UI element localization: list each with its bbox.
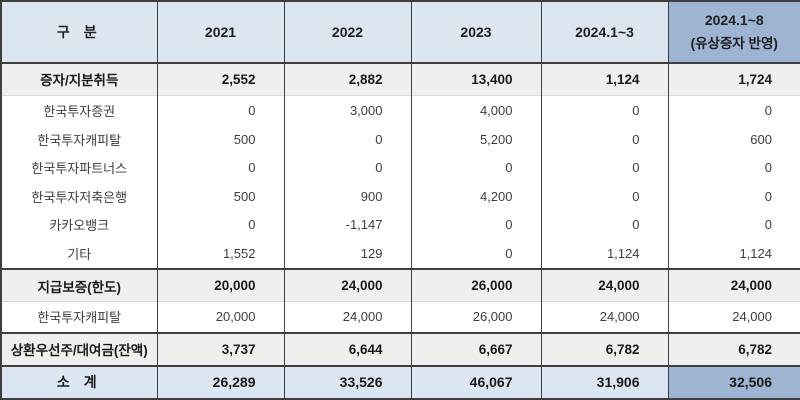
cell-value: 0 <box>667 95 800 125</box>
cell-value: 32,506 <box>667 365 800 399</box>
cell-value: 2,552 <box>156 63 284 96</box>
cell-value: 24,000 <box>540 269 668 302</box>
cell-value: 1,124 <box>667 239 800 270</box>
table-row: 한국투자저축은행 500 900 4,200 0 0 <box>1 182 800 211</box>
cell-value: 33,526 <box>283 365 411 399</box>
row-label: 카카오뱅크 <box>49 218 110 234</box>
table-row: 증자/지분취득 2,552 2,882 13,400 1,124 1,724 <box>1 63 800 96</box>
row-label: 한국투자캐피탈 <box>37 310 122 326</box>
row-label: 기타 <box>67 247 92 263</box>
cell-value: -1,147 <box>283 210 411 240</box>
cell-value: 26,000 <box>410 269 541 302</box>
cell-value: 6,782 <box>667 332 800 366</box>
cell-value: 0 <box>410 210 541 240</box>
row-label: 증자/지분취득 <box>40 73 119 89</box>
header-category: 구 분 <box>1 1 157 64</box>
table-row: 카카오뱅크 0 -1,147 0 0 0 <box>1 210 800 240</box>
cell-value: 0 <box>283 124 411 154</box>
cell-value: 0 <box>410 239 541 270</box>
row-label: 소 계 <box>56 374 102 391</box>
cell-value: 31,906 <box>540 365 668 399</box>
cell-value: 20,000 <box>156 269 284 302</box>
cell-value: 1,124 <box>540 239 668 270</box>
table-row: 상환우선주/대여금(잔액) 3,737 6,644 6,667 6,782 6,782 <box>1 332 800 366</box>
cell-value: 0 <box>156 153 284 183</box>
cell-value: 3,000 <box>283 95 411 125</box>
row-label: 지급보증(한도) <box>37 279 121 295</box>
cell-value: 24,000 <box>667 269 800 302</box>
cell-value: 900 <box>283 182 411 211</box>
header-year-2023: 2023 <box>410 1 541 64</box>
row-label: 한국투자캐피탈 <box>37 132 122 148</box>
cell-value: 1,552 <box>156 239 284 270</box>
cell-value: 0 <box>156 210 284 240</box>
cell-value: 5,200 <box>410 124 541 154</box>
table-row: 소 계 26,289 33,526 46,067 31,906 32,506 <box>1 365 800 399</box>
cell-value: 24,000 <box>667 301 800 333</box>
cell-value: 0 <box>540 182 668 211</box>
cell-value: 0 <box>540 95 668 125</box>
cell-value: 500 <box>156 124 284 154</box>
cell-value: 46,067 <box>410 365 541 399</box>
cell-value: 0 <box>540 153 668 183</box>
cell-value: 1,724 <box>667 63 800 96</box>
cell-value: 6,782 <box>540 332 668 366</box>
header-period-2024-1-3: 2024.1~3 <box>540 1 668 64</box>
cell-value: 26,289 <box>156 365 284 399</box>
cell-value: 1,124 <box>540 63 668 96</box>
cell-value: 24,000 <box>283 269 411 302</box>
header-year-2021: 2021 <box>156 1 284 64</box>
cell-value: 26,000 <box>410 301 541 333</box>
cell-value: 4,000 <box>410 95 541 125</box>
cell-value: 129 <box>283 239 411 270</box>
header-period-2024-1-8: 2024.1~8 (유상증자 반영) <box>667 1 800 64</box>
cell-value: 13,400 <box>410 63 541 96</box>
cell-value: 0 <box>667 182 800 211</box>
cell-value: 0 <box>667 210 800 240</box>
cell-value: 2,882 <box>283 63 411 96</box>
header-period-2024-1-8-line1: 2024.1~8 <box>704 11 764 28</box>
header-period-2024-1-8-line2: (유상증자 반영) <box>690 36 778 52</box>
row-label: 상환우선주/대여금(잔액) <box>10 343 148 359</box>
cell-value: 0 <box>156 95 284 125</box>
cell-value: 6,644 <box>283 332 411 366</box>
cell-value: 0 <box>540 210 668 240</box>
cell-value: 600 <box>667 124 800 154</box>
table-row: 지급보증(한도) 20,000 24,000 26,000 24,000 24,000 <box>1 269 800 302</box>
cell-value: 20,000 <box>156 301 284 333</box>
cell-value: 0 <box>667 153 800 183</box>
cell-value: 500 <box>156 182 284 211</box>
cell-value: 4,200 <box>410 182 541 211</box>
cell-value: 3,737 <box>156 332 284 366</box>
cell-value: 0 <box>283 153 411 183</box>
header-year-2022: 2022 <box>283 1 411 64</box>
table-row: 한국투자파트너스 0 0 0 0 0 <box>1 153 800 183</box>
cell-value: 0 <box>540 124 668 154</box>
table-row: 기타 1,552 129 0 1,124 1,124 <box>1 239 800 270</box>
row-label: 한국투자저축은행 <box>31 189 128 205</box>
row-label: 한국투자증권 <box>43 103 116 119</box>
table-row: 한국투자증권 0 3,000 4,000 0 0 <box>1 95 800 125</box>
cell-value: 24,000 <box>540 301 668 333</box>
cell-value: 0 <box>410 153 541 183</box>
row-label: 한국투자파트너스 <box>31 161 128 177</box>
cell-value: 6,667 <box>410 332 541 366</box>
header-row: 구 분 2021 2022 2023 2024.1~3 2024.1~8 (유상… <box>1 1 800 64</box>
table-row: 한국투자캐피탈 20,000 24,000 26,000 24,000 24,000 <box>1 301 800 333</box>
cell-value: 24,000 <box>283 301 411 333</box>
table-row: 한국투자캐피탈 500 0 5,200 0 600 <box>1 124 800 154</box>
